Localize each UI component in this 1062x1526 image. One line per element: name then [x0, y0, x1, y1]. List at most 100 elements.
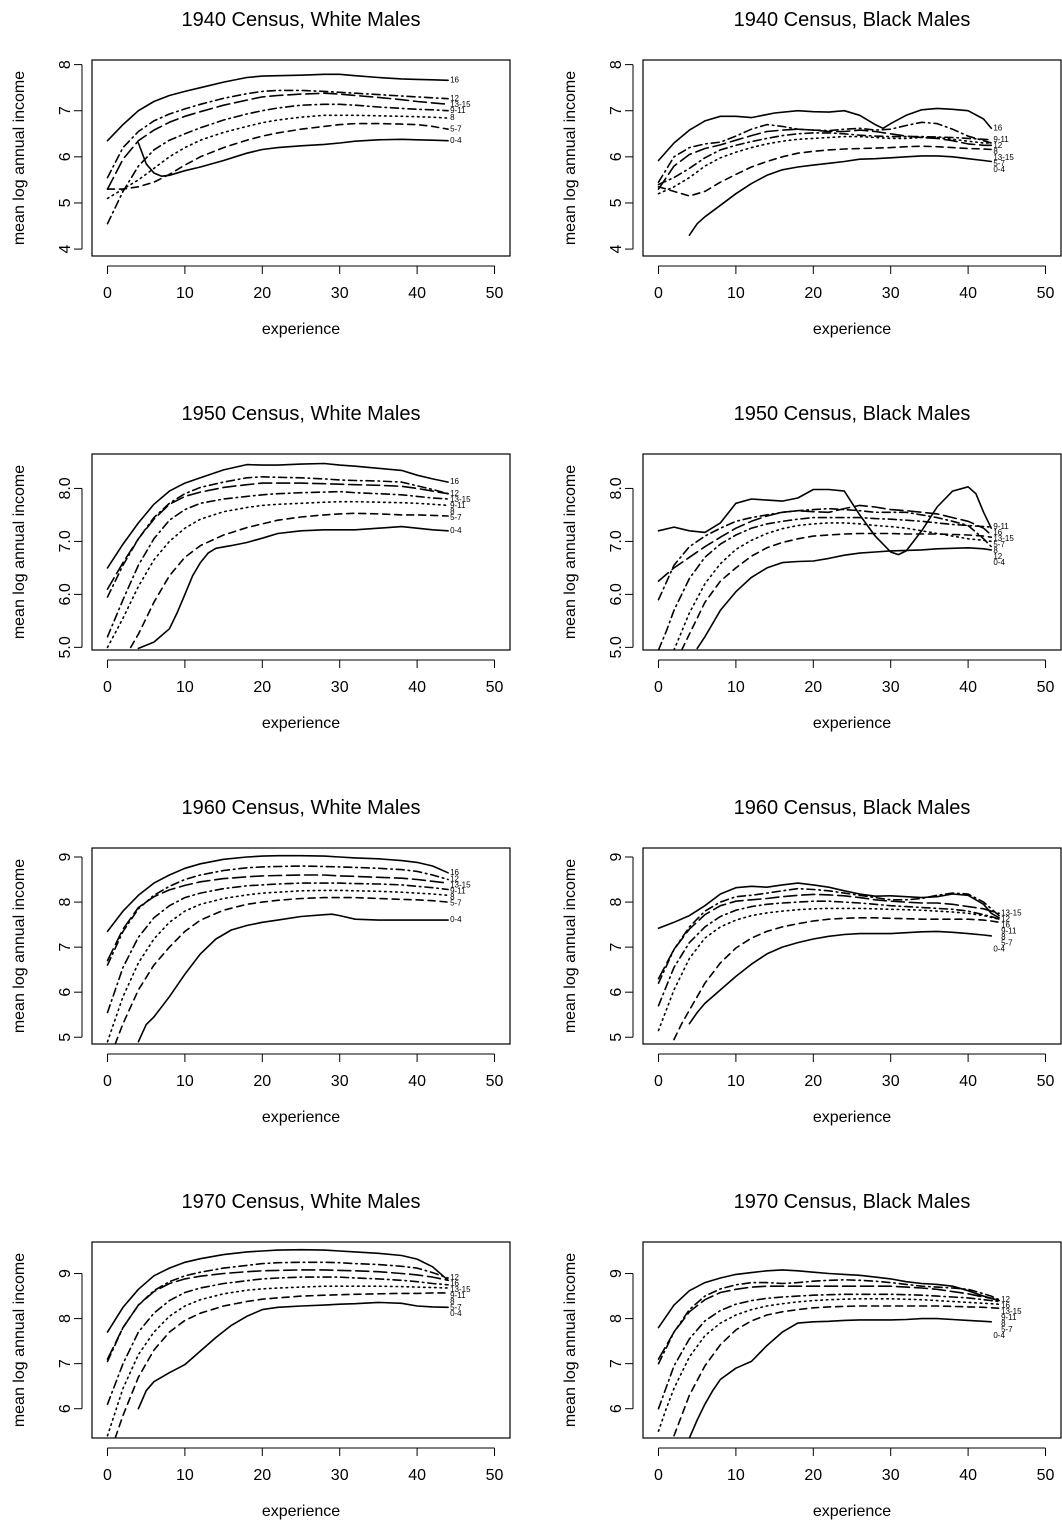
series-line: [673, 916, 1000, 1041]
plot-frame: [91, 59, 511, 257]
series-line: [106, 89, 449, 179]
chart-title: 1940 Census, White Males: [181, 9, 420, 31]
series-line: [688, 1317, 993, 1438]
series-end-label: 12: [1001, 1295, 1010, 1304]
series-line: [106, 889, 449, 1043]
chart-panel: 1940 Census, White Males 0 10 20 30 40 50 4 5 6 7 8…: [11, 9, 511, 338]
x-tick-label: 30: [882, 1467, 900, 1484]
chart-title: 1950 Census, White Males: [181, 403, 420, 425]
series-line: [657, 507, 993, 601]
y-tick-label: 4: [608, 245, 625, 254]
chart-title: 1960 Census, White Males: [181, 797, 420, 819]
y-tick-label: 6: [608, 1404, 625, 1413]
series-line: [114, 896, 449, 1044]
x-tick-label: 30: [331, 1073, 349, 1090]
series-line: [657, 516, 993, 650]
series-line: [106, 92, 449, 190]
series-line: [657, 1298, 1000, 1432]
x-tick-label: 50: [486, 285, 504, 302]
chart-title: 1960 Census, Black Males: [734, 797, 971, 819]
series-end-label: 9-11: [1001, 1313, 1017, 1322]
series-end-label: 12: [450, 875, 459, 884]
series-end-label: 0-4: [993, 165, 1005, 174]
series-end-label: 13-15: [450, 495, 471, 504]
series-end-label: 9-11: [450, 1291, 466, 1300]
chart-title: 1970 Census, White Males: [181, 1191, 420, 1213]
series-end-label: 13-15: [450, 100, 471, 109]
plot-frame: [91, 847, 511, 1045]
y-tick-label: 8: [57, 898, 74, 907]
series-end-label: 0-4: [993, 944, 1005, 953]
series-line: [657, 1293, 1000, 1410]
series-line: [657, 121, 993, 183]
series-line: [137, 138, 449, 177]
series-line: [657, 1285, 1000, 1360]
x-tick-label: 0: [654, 285, 663, 302]
series-end-label: 9-11: [450, 887, 466, 896]
x-tick-label: 10: [176, 679, 194, 696]
y-tick-label: 6: [608, 988, 625, 997]
x-tick-label: 10: [176, 1467, 194, 1484]
plot-frame: [91, 1241, 511, 1439]
series-line: [106, 865, 449, 966]
y-axis-label: mean log annual income: [11, 859, 28, 1033]
series-line: [137, 913, 449, 1043]
series-end-label: 16: [993, 123, 1002, 132]
series-line: [106, 122, 449, 190]
series-end-label: 16: [1001, 1301, 1010, 1310]
series-end-label: 0-4: [450, 526, 462, 535]
series-end-label: 5-7: [1001, 1325, 1013, 1334]
series-end-label: 8: [993, 546, 998, 555]
x-tick-label: 40: [408, 285, 426, 302]
x-tick-label: 20: [804, 679, 822, 696]
y-tick-label: 6: [608, 152, 625, 161]
y-axis-label: mean log annual income: [562, 1253, 579, 1427]
series-end-label: 0-4: [450, 136, 462, 145]
y-axis-label: mean log annual income: [562, 465, 579, 639]
series-end-label: 13-15: [1001, 1307, 1022, 1316]
x-tick-label: 30: [882, 1073, 900, 1090]
x-tick-label: 0: [654, 679, 663, 696]
series-end-label: 5-7: [1001, 938, 1013, 947]
series-line: [657, 132, 993, 186]
x-axis-label: experience: [813, 715, 891, 732]
series-end-label: 8: [450, 507, 455, 516]
y-tick-label: 6: [57, 152, 74, 161]
x-tick-label: 30: [331, 679, 349, 696]
series-end-label: 8: [1001, 932, 1006, 941]
y-tick-label: 8: [608, 898, 625, 907]
x-tick-label: 20: [804, 1467, 822, 1484]
series-line: [114, 1292, 449, 1438]
x-tick-label: 30: [331, 1467, 349, 1484]
x-tick-label: 0: [103, 285, 112, 302]
series-line: [673, 1305, 1000, 1437]
y-tick-label: 7: [57, 106, 74, 115]
y-axis-label: mean log annual income: [562, 859, 579, 1033]
y-tick-label: 7: [608, 1359, 625, 1368]
series-end-label: 9-11: [1001, 926, 1017, 935]
y-tick-label: 8.0: [57, 477, 74, 499]
y-tick-label: 9: [57, 1269, 74, 1278]
series-end-label: 5-7: [450, 513, 462, 522]
plot-frame: [642, 847, 1062, 1045]
y-axis-label: mean log annual income: [11, 71, 28, 245]
series-end-label: 16: [1001, 920, 1010, 929]
series-end-label: 8: [450, 1297, 455, 1306]
series-end-label: 13-15: [450, 881, 471, 890]
series-line: [137, 1301, 449, 1410]
series-end-label: 13-15: [1001, 908, 1022, 917]
series-end-label: 5-7: [993, 540, 1005, 549]
series-line: [657, 135, 993, 195]
series-end-label: 8: [450, 893, 455, 902]
plot-frame: [642, 453, 1062, 651]
series-line: [657, 145, 993, 197]
series-line: [688, 155, 993, 236]
y-tick-label: 7: [608, 943, 625, 952]
x-tick-label: 10: [176, 1073, 194, 1090]
x-tick-label: 40: [408, 1073, 426, 1090]
x-tick-label: 0: [103, 1073, 112, 1090]
series-end-label: 12: [450, 94, 459, 103]
series-end-label: 8: [450, 113, 455, 122]
chart-panel: 1940 Census, Black Males 0 10 20 30 40 50 4 5 6 7 8…: [562, 9, 1062, 338]
series-line: [106, 73, 449, 142]
